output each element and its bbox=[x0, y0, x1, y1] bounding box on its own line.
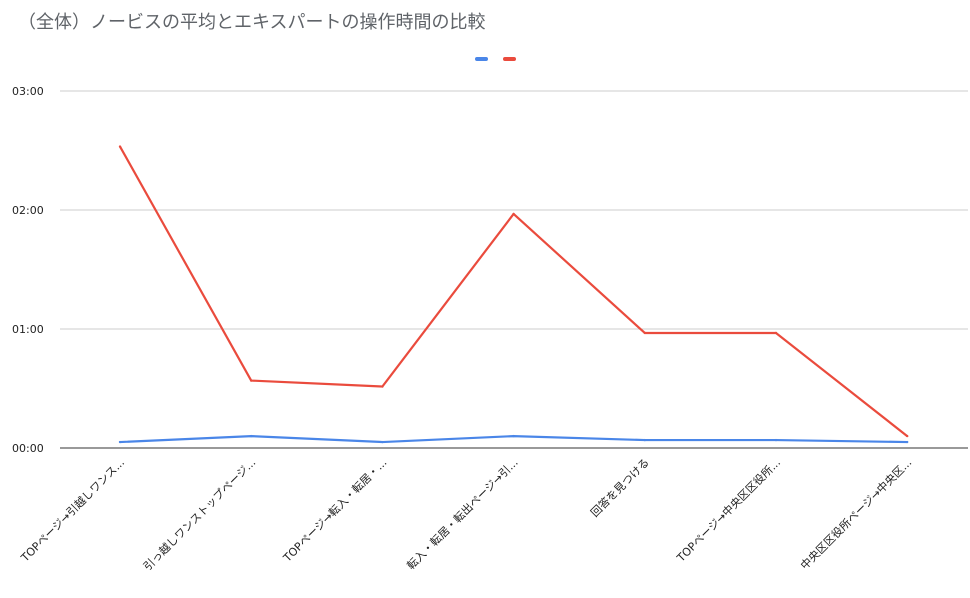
y-tick-label: 02:00 bbox=[12, 204, 44, 217]
data-point[interactable] bbox=[118, 440, 122, 444]
data-point[interactable] bbox=[250, 434, 253, 438]
y-tick-label: 01:00 bbox=[12, 323, 44, 336]
series-line-2[interactable] bbox=[119, 145, 908, 437]
y-tick-label: 03:00 bbox=[12, 85, 44, 98]
y-tick-label: 00:00 bbox=[12, 442, 44, 455]
y-axis-ticks: 00:00 01:00 02:00 03:00 bbox=[12, 85, 44, 455]
chart-title: （全体）ノービスの平均とエキスパートの操作時間の比較 bbox=[18, 12, 486, 33]
data-point[interactable] bbox=[512, 212, 515, 216]
data-point[interactable] bbox=[774, 438, 778, 442]
data-point[interactable] bbox=[774, 331, 778, 335]
x-category-label: 転入・転居・転出ページ→引... bbox=[404, 455, 521, 572]
x-category-label: 引っ越しワンストップページ... bbox=[140, 455, 258, 573]
gridlines bbox=[60, 90, 968, 449]
x-category-label: TOPページ→引越しワンス... bbox=[17, 455, 127, 565]
data-point[interactable] bbox=[512, 434, 515, 438]
data-point[interactable] bbox=[643, 438, 646, 442]
data-point[interactable] bbox=[906, 434, 909, 438]
data-point[interactable] bbox=[250, 379, 253, 382]
data-point[interactable] bbox=[381, 440, 384, 444]
x-category-label: 中央区区役所ページ→中央区... bbox=[797, 455, 914, 572]
x-category-label: TOPページ→転入・転居・... bbox=[280, 456, 389, 565]
series-lines bbox=[118, 145, 909, 444]
x-axis-labels: TOPページ→引越しワンス... 引っ越しワンストップページ... TOPページ→転… bbox=[17, 455, 914, 573]
data-point[interactable] bbox=[381, 385, 384, 388]
x-category-label: TOPページ→中央区区役所... bbox=[673, 455, 783, 565]
data-point[interactable] bbox=[643, 331, 646, 335]
data-point[interactable] bbox=[906, 440, 909, 444]
data-point[interactable] bbox=[118, 145, 122, 148]
x-category-label: 回答を見つける bbox=[588, 455, 652, 519]
